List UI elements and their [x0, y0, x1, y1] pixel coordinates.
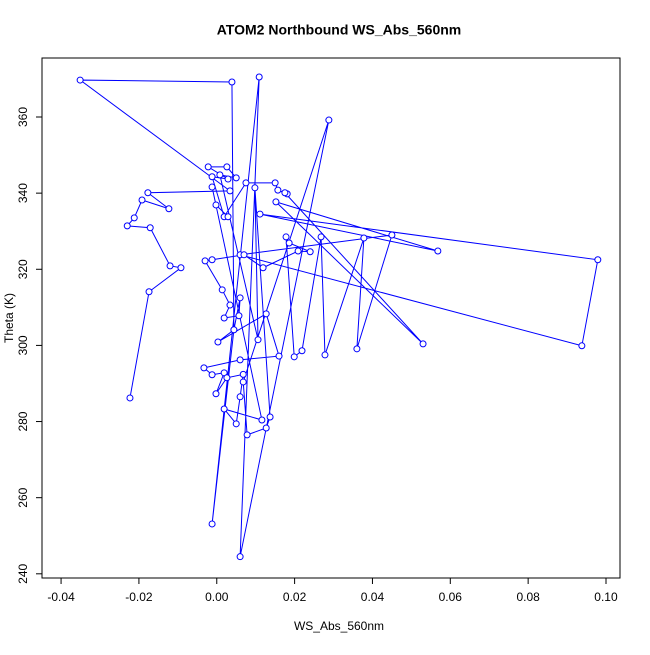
point	[239, 370, 247, 378]
point	[166, 262, 174, 270]
point	[434, 247, 442, 255]
point	[212, 390, 220, 398]
point	[254, 336, 262, 344]
x-tick-label: 0.02	[283, 590, 307, 604]
point	[236, 393, 244, 401]
point	[208, 183, 216, 191]
point	[223, 163, 231, 171]
point	[201, 257, 209, 265]
x-tick-label: -0.04	[47, 590, 75, 604]
point	[208, 520, 216, 528]
point	[282, 233, 290, 241]
point	[220, 314, 228, 322]
y-tick-label: 300	[16, 335, 30, 355]
y-axis-label: Theta (K)	[2, 293, 16, 343]
point	[218, 286, 226, 294]
y-tick-label: 360	[16, 107, 30, 127]
point	[360, 234, 368, 242]
point	[256, 210, 264, 218]
point	[138, 196, 146, 204]
point	[274, 186, 282, 194]
point	[145, 288, 153, 296]
point	[325, 116, 333, 124]
x-tick-label: 0.10	[594, 590, 618, 604]
point	[321, 351, 329, 359]
point	[208, 256, 216, 264]
point	[272, 198, 280, 206]
point	[298, 347, 306, 355]
point	[306, 248, 314, 256]
point	[214, 338, 222, 346]
x-tick-label: 0.04	[361, 590, 385, 604]
point	[243, 431, 251, 439]
point	[223, 374, 231, 382]
point	[236, 356, 244, 364]
point	[239, 378, 247, 386]
point	[353, 345, 361, 353]
point	[76, 76, 84, 84]
y-tick-label: 260	[16, 487, 30, 507]
x-tick-label: 0.06	[439, 590, 463, 604]
point	[317, 233, 325, 241]
y-tick-label: 280	[16, 411, 30, 431]
point	[251, 184, 259, 192]
series-line	[78, 76, 599, 557]
point	[242, 179, 250, 187]
point	[204, 163, 212, 171]
point	[230, 326, 238, 334]
point	[271, 179, 279, 187]
point	[578, 342, 586, 350]
point	[262, 310, 270, 318]
plot-box	[41, 57, 621, 579]
point	[255, 73, 263, 81]
point	[226, 187, 234, 195]
point	[275, 352, 283, 360]
point	[208, 371, 216, 379]
point	[236, 294, 244, 302]
point	[285, 239, 293, 247]
point	[220, 405, 228, 413]
point	[144, 189, 152, 197]
point	[294, 247, 302, 255]
x-tick-label: -0.02	[125, 590, 153, 604]
point	[226, 301, 234, 309]
x-tick-label: 0.08	[516, 590, 540, 604]
point	[123, 222, 131, 230]
point	[259, 264, 267, 272]
point	[281, 189, 289, 197]
point	[177, 264, 185, 272]
point	[232, 174, 240, 182]
point	[594, 256, 602, 264]
chart-title: ATOM2 Northbound WS_Abs_560nm	[217, 22, 462, 38]
point	[208, 173, 216, 181]
point	[240, 251, 248, 259]
point	[266, 413, 274, 421]
point	[228, 78, 236, 86]
point	[419, 340, 427, 348]
point	[232, 420, 240, 428]
x-tick-label: 0.00	[205, 590, 229, 604]
point	[236, 553, 244, 561]
y-tick-label: 240	[16, 563, 30, 583]
point	[388, 231, 396, 239]
point	[200, 364, 208, 372]
point	[262, 424, 270, 432]
x-axis-label: WS_Abs_560nm	[294, 619, 384, 633]
point	[224, 175, 232, 183]
y-tick-label: 340	[16, 183, 30, 203]
point	[126, 394, 134, 402]
point	[212, 201, 220, 209]
point	[165, 205, 173, 213]
y-tick-label: 320	[16, 259, 30, 279]
point	[130, 214, 138, 222]
point	[290, 353, 298, 361]
point	[235, 312, 243, 320]
point	[216, 171, 224, 179]
point	[224, 213, 232, 221]
point	[146, 224, 154, 232]
point	[258, 416, 266, 424]
